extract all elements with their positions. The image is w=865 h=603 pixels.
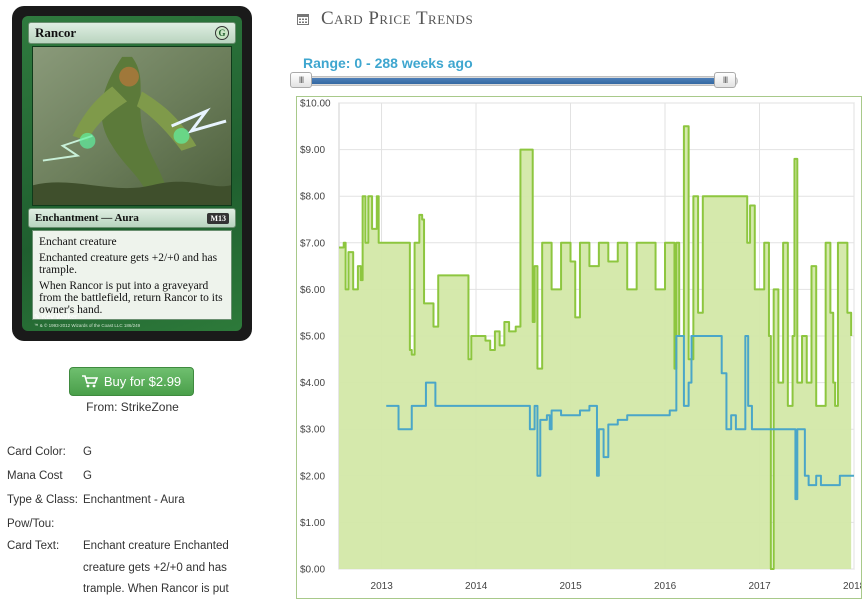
attr-row-type: Type & Class: Enchantment - Aura <box>7 488 257 512</box>
y-tick-label: $0.00 <box>300 565 325 576</box>
x-tick-label: 2014 <box>465 581 488 592</box>
card-name: Rancor <box>35 25 77 40</box>
card-text-line: creature gets +2/+0 and has <box>83 561 227 574</box>
price-chart: $0.00 $1.00 $2.00 $3.00 $4.00 $5.00 $6.00 $7.00… <box>296 96 865 599</box>
y-tick-label: $1.00 <box>300 518 325 529</box>
green-mana-icon: G <box>215 26 229 40</box>
attr-value <box>83 512 257 536</box>
attr-row-card-text: Card Text: Enchant creature Enchanted cr… <box>7 536 257 601</box>
range-slider-start-handle[interactable]: III <box>290 72 312 88</box>
card-type-line: Enchantment — Aura <box>35 212 139 224</box>
buy-button-label: Buy for $2.99 <box>103 374 182 389</box>
range-slider-fill <box>302 78 725 84</box>
attr-label: Card Color: <box>7 446 66 458</box>
x-tick-label: 2015 <box>560 581 583 592</box>
range-slider-end-handle[interactable]: III <box>714 72 736 88</box>
attr-label: Mana Cost <box>7 470 63 482</box>
range-label: Range: 0 - 288 weeks ago <box>303 55 473 71</box>
price-chart-svg: $0.00 $1.00 $2.00 $3.00 $4.00 $5.00 $6.00 $7.00… <box>300 99 865 593</box>
rules-line: Enchanted creature gets +2/+0 and has tr… <box>39 252 218 276</box>
y-tick-label: $4.00 <box>300 378 325 389</box>
attr-label: Card Text: <box>7 540 60 552</box>
attr-row-color: Card Color: G <box>7 440 257 464</box>
card-attributes: Card Color: G Mana Cost G Type & Class: … <box>7 440 257 601</box>
attr-value: G <box>83 470 92 482</box>
card-rules-text: Enchant creature Enchanted creature gets… <box>32 230 232 320</box>
card-text-line: trample. When Rancor is put <box>83 583 229 595</box>
rules-line: When Rancor is put into a graveyard from… <box>39 280 223 316</box>
buy-button[interactable]: Buy for $2.99 <box>69 367 194 396</box>
y-tick-label: $6.00 <box>300 285 325 296</box>
x-tick-label: 2013 <box>371 581 394 592</box>
card-copyright: ™ & © 1993-2012 Wizards of the Coast LLC… <box>34 323 141 328</box>
rules-line: Enchant creature <box>39 236 117 248</box>
y-tick-label: $8.00 <box>300 192 325 203</box>
series-line-1 <box>386 335 854 501</box>
set-symbol-icon: M13 <box>207 212 229 224</box>
y-tick-label: $10.00 <box>300 99 331 110</box>
y-tick-label: $3.00 <box>300 425 325 436</box>
card-face: Rancor G <box>22 16 242 331</box>
x-tick-label: 2016 <box>654 581 677 592</box>
attr-value: Enchant creature Enchanted creature gets… <box>83 536 257 601</box>
attr-row-mana-cost: Mana Cost G <box>7 464 257 488</box>
range-slider[interactable]: III III <box>290 72 738 88</box>
series-line-0 <box>339 125 853 570</box>
card-title-bar: Rancor G <box>28 22 236 44</box>
y-tick-label: $7.00 <box>300 238 325 249</box>
price-trends-heading: Card Price Trends <box>297 8 473 30</box>
artist-name: Kev Walker <box>41 314 78 321</box>
series-area-fill <box>339 126 852 570</box>
y-tick-label: $2.00 <box>300 471 325 482</box>
card-type-bar: Enchantment — Aura M13 <box>28 208 236 228</box>
attr-value: Enchantment - Aura <box>83 494 185 506</box>
x-tick-label: 2017 <box>749 581 772 592</box>
y-tick-label: $5.00 <box>300 332 325 343</box>
attr-label: Type & Class: <box>7 494 78 506</box>
card-artist: ✎ Kev Walker <box>34 314 78 321</box>
card-artwork <box>32 46 232 206</box>
y-tick-label: $9.00 <box>300 145 325 156</box>
attr-label: Pow/Tou: <box>7 518 55 530</box>
shopping-cart-icon <box>81 375 98 388</box>
card-text-line: Enchant creature Enchanted <box>83 540 229 552</box>
attr-row-pow-tou: Pow/Tou: <box>7 512 257 536</box>
seller-line: From: StrikeZone <box>86 400 179 414</box>
price-trends-title: Card Price Trends <box>321 8 474 29</box>
card-image: Rancor G <box>12 6 252 341</box>
attr-value: G <box>83 446 92 458</box>
calendar-icon <box>297 14 309 25</box>
x-tick-label: 2018 <box>843 581 861 592</box>
